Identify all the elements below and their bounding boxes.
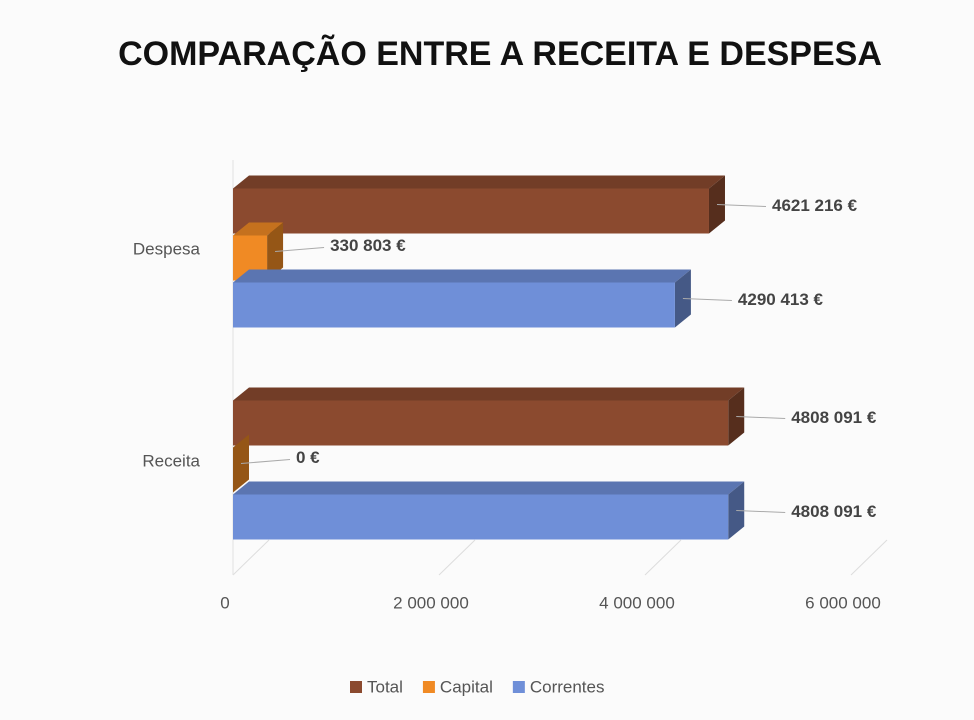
x-tick-label: 0	[220, 593, 229, 612]
leader-line	[240, 459, 291, 464]
bar-front	[233, 188, 709, 234]
grid-line	[850, 539, 888, 576]
bar	[233, 269, 691, 328]
bar-top	[233, 175, 725, 189]
legend-label: Total	[367, 677, 403, 696]
data-label: 0 €	[296, 448, 320, 467]
leader-line	[682, 298, 732, 301]
x-tick-label: 2 000 000	[393, 593, 469, 612]
bar-front	[233, 282, 675, 328]
legend-swatch	[512, 681, 525, 693]
legend-swatch	[422, 681, 435, 693]
bar-top	[233, 481, 745, 495]
bar-top	[233, 222, 284, 236]
leader-line	[716, 204, 767, 207]
bar	[233, 481, 745, 540]
grid-line	[438, 539, 476, 576]
legend-label: Correntes	[530, 677, 605, 696]
legend-swatch	[350, 681, 362, 693]
leader-line	[736, 510, 786, 513]
data-label: 4290 413 €	[738, 290, 824, 309]
bar-top	[233, 387, 745, 401]
data-label: 4621 216 €	[772, 196, 858, 215]
x-tick-label: 4 000 000	[599, 593, 675, 612]
bar-top	[233, 269, 691, 283]
bar-front	[233, 400, 729, 446]
bar	[233, 387, 745, 446]
grid-line	[232, 539, 270, 576]
data-label: 4808 091 €	[791, 408, 877, 427]
chart-title: COMPARAÇÃO ENTRE A RECEITA E DESPESA	[118, 35, 882, 73]
bar	[233, 175, 725, 234]
grid-line	[644, 539, 682, 576]
y-tick-label: Receita	[142, 451, 200, 470]
leader-line	[736, 416, 786, 419]
data-label: 4808 091 €	[791, 502, 877, 521]
bar-front	[233, 494, 729, 540]
y-tick-label: Despesa	[133, 239, 201, 258]
leader-line	[275, 247, 325, 252]
x-tick-label: 6 000 000	[805, 593, 881, 612]
data-label: 330 803 €	[330, 236, 406, 255]
legend-label: Capital	[440, 677, 493, 696]
